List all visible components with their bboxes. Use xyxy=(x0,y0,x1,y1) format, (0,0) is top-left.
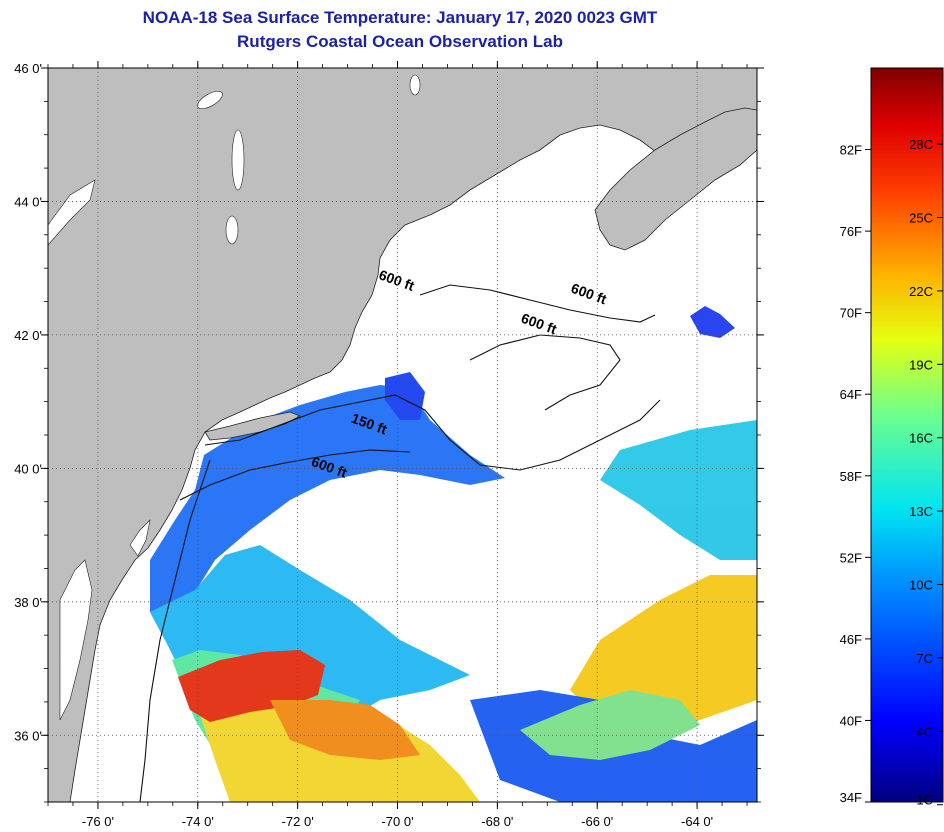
chart-title: NOAA-18 Sea Surface Temperature: January… xyxy=(142,8,658,27)
colorbar-c-label: 22C xyxy=(909,284,933,299)
colorbar-c-label: 28C xyxy=(909,137,933,152)
land xyxy=(48,68,757,802)
colorbar-f-label: 52F xyxy=(840,550,862,565)
sst-imagery xyxy=(150,306,757,802)
x-tick-label: -70 0' xyxy=(381,814,413,829)
y-tick-label: 36 0' xyxy=(14,728,42,743)
land-nova-scotia xyxy=(594,107,757,251)
y-tick-label: 46 0' xyxy=(14,61,42,76)
y-tick-label: 40 0' xyxy=(14,461,42,476)
land-north-america xyxy=(48,68,757,802)
colorbar-gradient xyxy=(870,67,944,803)
colorbar-f-label: 64F xyxy=(840,387,862,402)
colorbar-f-label: 70F xyxy=(840,306,862,321)
colorbar-c-label: 19C xyxy=(909,357,933,372)
x-tick-label: -74 0' xyxy=(182,814,214,829)
colorbar-c-label: 25C xyxy=(909,211,933,226)
colorbar-f-label: 76F xyxy=(840,224,862,239)
bays xyxy=(59,519,151,721)
sst-patch-nantucket xyxy=(385,372,425,420)
colorbar-labels: 34F 40F 46F 52F 58F 64F 70F 76F 82F 1C 4C 7C 10C 13C 1… xyxy=(840,137,943,808)
colorbar: 34F 40F 46F 52F 58F 64F 70F 76F 82F 1C 4C 7C 10C 13C 1… xyxy=(840,67,944,808)
colorbar-c-label: 16C xyxy=(909,431,933,446)
y-tick-label: 42 0' xyxy=(14,328,42,343)
colorbar-c-label: 13C xyxy=(909,504,933,519)
y-tick-label: 38 0' xyxy=(14,595,42,610)
x-axis: -76 0' -74 0' -72 0' -70 0' -68 0' -66 0' -64 … xyxy=(47,61,748,829)
colorbar-c-label: 1C xyxy=(916,793,933,808)
colorbar-f-label: 46F xyxy=(840,632,862,647)
x-tick-label: -68 0' xyxy=(481,814,513,829)
sst-band-orange-core xyxy=(270,700,420,760)
colorbar-c-label: 7C xyxy=(916,651,933,666)
colorbar-f-label: 58F xyxy=(840,469,862,484)
bathymetry-contours xyxy=(139,284,661,802)
colorbar-c-label: 10C xyxy=(909,578,933,593)
sst-patch-gulf-of-maine xyxy=(690,306,735,338)
x-tick-label: -72 0' xyxy=(282,814,314,829)
x-tick-label: -64 0' xyxy=(681,814,713,829)
y-axis: 36 0' 38 0' 40 0' 42 0' 44 0' 46 0' xyxy=(14,61,764,803)
colorbar-f-label: 82F xyxy=(840,143,862,158)
colorbar-f-label: 40F xyxy=(840,713,862,728)
colorbar-c-label: 4C xyxy=(916,724,933,739)
chart-subtitle: Rutgers Coastal Ocean Observation Lab xyxy=(237,32,563,51)
sst-band-east-yellow xyxy=(570,575,757,730)
lakes xyxy=(48,74,421,246)
sst-band-cool-shelf xyxy=(150,385,505,640)
x-tick-label: -66 0' xyxy=(581,814,613,829)
sst-band-east-cyan xyxy=(600,420,757,560)
sst-band-east-green xyxy=(520,690,700,760)
colorbar-f-label: 34F xyxy=(840,790,862,805)
x-tick-label: -76 0' xyxy=(82,814,114,829)
y-tick-label: 44 0' xyxy=(14,194,42,209)
